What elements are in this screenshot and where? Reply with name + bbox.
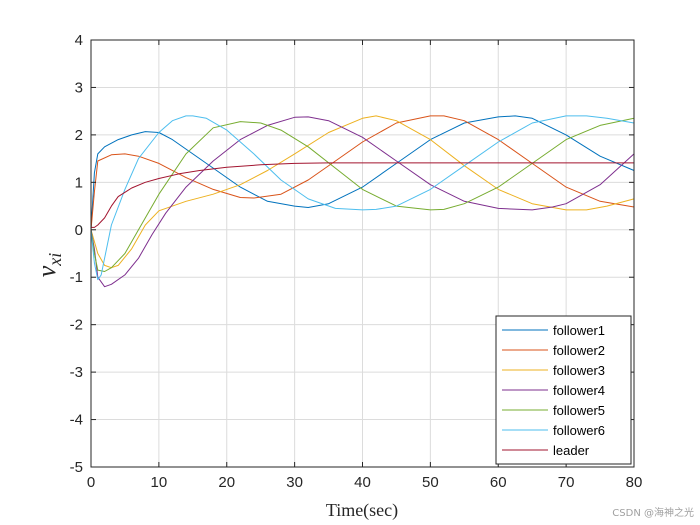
y-axis-label-subscript: xi (45, 253, 65, 267)
legend-label: follower6 (553, 423, 605, 438)
y-tick-label: 2 (75, 127, 83, 144)
x-tick-label: 50 (422, 474, 439, 491)
x-tick-label: 70 (558, 474, 575, 491)
x-tick-label: 80 (626, 474, 643, 491)
series-lines (90, 115, 635, 288)
series-line-follower4 (90, 116, 635, 288)
y-tick-label: -5 (70, 459, 83, 476)
y-tick-label: -2 (70, 317, 83, 334)
watermark: CSDN @海神之光 (612, 508, 694, 519)
series-line-follower2 (90, 115, 635, 230)
y-tick-label: 4 (75, 32, 83, 49)
series-line-follower5 (90, 117, 635, 272)
y-axis-label-main: v (32, 265, 61, 277)
legend-label: leader (553, 443, 590, 458)
legend-label: follower5 (553, 403, 605, 418)
x-tick-label: 0 (87, 474, 95, 491)
legend-label: follower3 (553, 363, 605, 378)
axis-ticks: 0 10 20 30 40 50 60 70 80 -5 -4 -3 -2 -1 0 1 2 3 4 (70, 32, 643, 491)
legend: follower1 follower2 follower3 follower4 foll… (495, 315, 632, 465)
y-tick-label: -4 (70, 412, 83, 429)
x-tick-label: 40 (354, 474, 371, 491)
y-tick-label: -1 (70, 269, 83, 286)
y-axis-label: vxi (32, 253, 65, 278)
series-line-follower1 (90, 115, 635, 230)
x-axis-label: Time(sec) (326, 500, 398, 521)
y-tick-label: 3 (75, 79, 83, 96)
x-tick-label: 60 (490, 474, 507, 491)
y-tick-label: 1 (75, 174, 83, 191)
x-tick-label: 20 (218, 474, 235, 491)
legend-label: follower1 (553, 323, 605, 338)
legend-label: follower4 (553, 383, 605, 398)
legend-label: follower2 (553, 343, 605, 358)
series-line-leader (91, 162, 634, 228)
series-line-follower6 (90, 115, 635, 281)
y-tick-label: -3 (70, 364, 83, 381)
x-tick-label: 10 (151, 474, 168, 491)
series-line-follower3 (90, 115, 635, 269)
y-tick-label: 0 (75, 222, 83, 239)
x-tick-label: 30 (286, 474, 303, 491)
